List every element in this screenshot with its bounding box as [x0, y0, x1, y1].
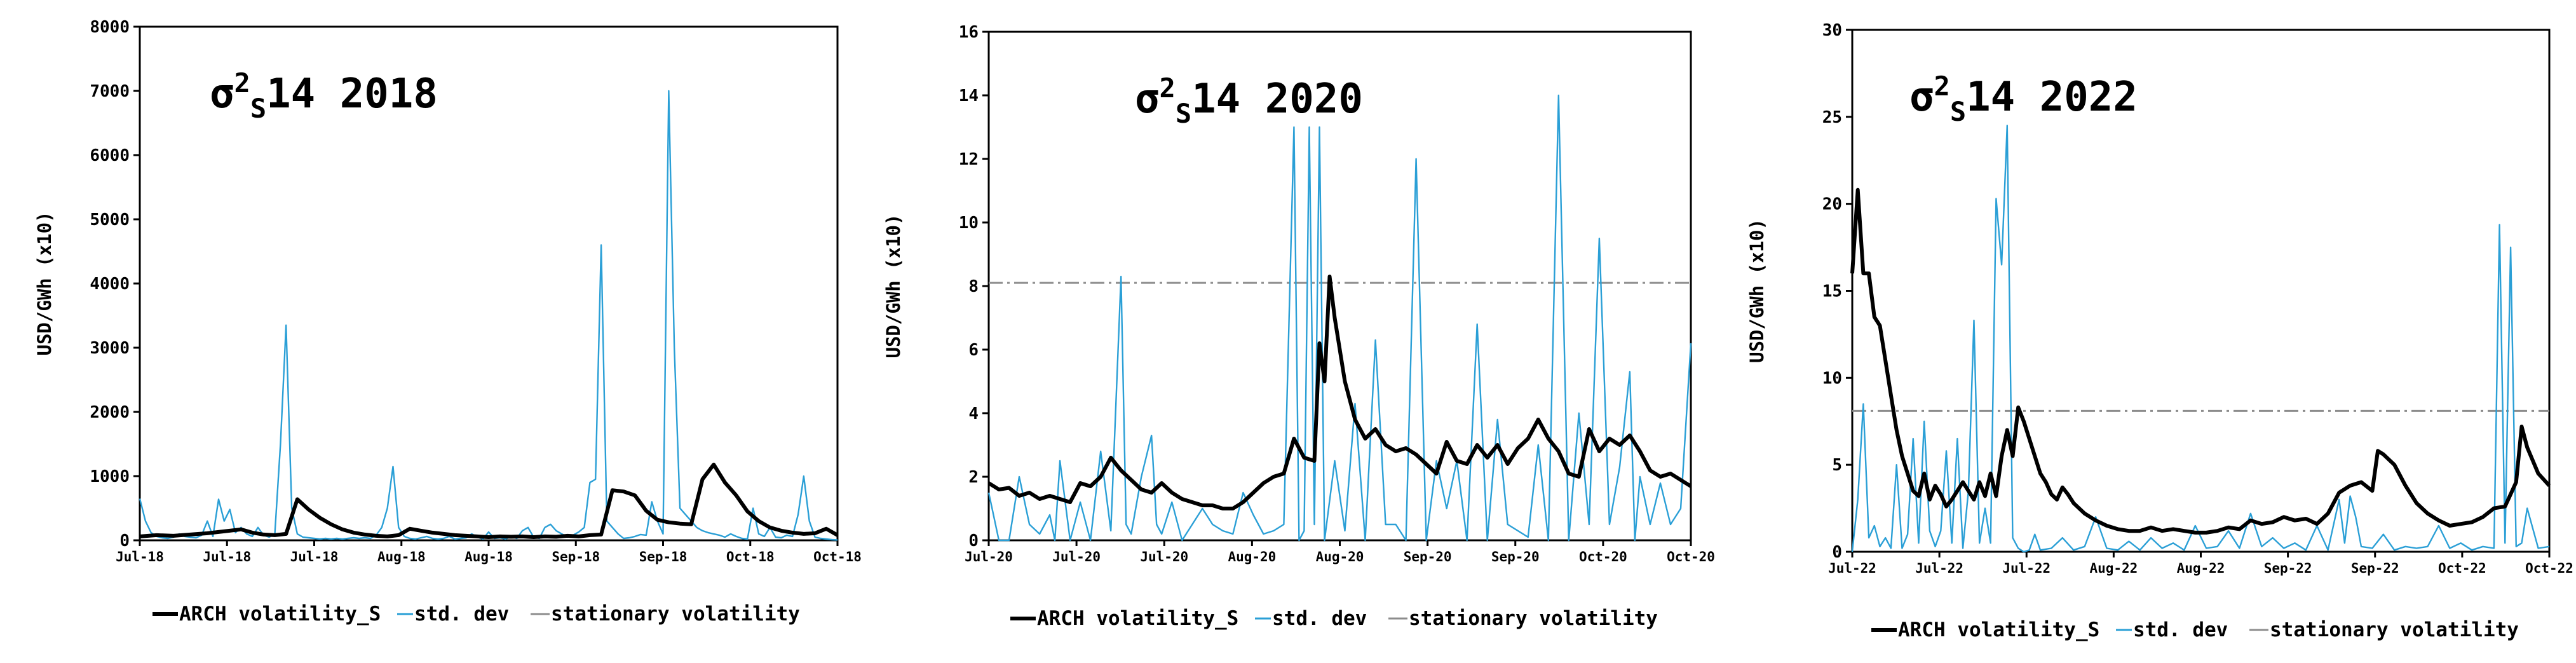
- x-tick-label: Sep-20: [1404, 549, 1452, 564]
- chart-title: σ2S14 2022: [1909, 71, 2138, 127]
- legend-label-arch: ARCH volatility_S: [1898, 619, 2099, 641]
- y-axis-label: USD/GWh (x10): [1746, 219, 1768, 363]
- x-tick-label: Oct-18: [813, 549, 862, 564]
- x-tick-label: Jul-22: [1828, 561, 1876, 576]
- plot-frame: [139, 25, 839, 542]
- legend: ARCH volatility_S std. dev stationary vola…: [1871, 619, 2519, 641]
- y-tick-label: 16: [959, 23, 979, 42]
- y-tick-label: 5000: [90, 210, 130, 229]
- y-tick-label: 5: [1832, 456, 1842, 475]
- y-tick-label: 12: [959, 150, 979, 169]
- y-tick-label: 15: [1822, 282, 1842, 301]
- y-tick-label: 2000: [90, 403, 130, 422]
- x-tick-label: Oct-18: [726, 549, 775, 564]
- title-subscript: S: [250, 93, 266, 124]
- y-tick-label: 0: [1832, 543, 1842, 562]
- x-tick-label: Jul-18: [290, 549, 339, 564]
- title-rest: 14 2018: [266, 71, 438, 118]
- y-tick-label: 10: [1822, 369, 1842, 388]
- x-tick-label: Sep-18: [552, 549, 600, 564]
- title-subscript: S: [1950, 96, 1966, 127]
- legend-label-stationary: stationary volatility: [551, 603, 800, 625]
- y-tick-label: 4000: [90, 275, 130, 294]
- y-tick-label: 20: [1822, 195, 1842, 214]
- x-tick-label: Oct-22: [2525, 561, 2573, 576]
- chart-panel-1: 0 1000 2000 3000 4000 5000 6000 7000 8000 Jul-18 J…: [34, 18, 862, 625]
- y-tick-label: 1000: [90, 467, 130, 486]
- title-subscript: S: [1176, 98, 1191, 129]
- y-tick-label: 7000: [90, 82, 130, 101]
- x-tick-label: Aug-18: [377, 549, 426, 564]
- legend-label-std: std. dev: [2133, 619, 2228, 641]
- x-tick-label: Sep-18: [639, 549, 688, 564]
- y-axis-label: USD/GWh (x10): [34, 212, 55, 356]
- chart-panel-2: 0 2 4 6 8 10 12 14 16 Jul-20 Jul-20 Jul-20 Aug-20 Aug…: [883, 23, 1715, 630]
- title-superscript: 2: [234, 67, 250, 99]
- x-tick-label: Jul-22: [1915, 561, 1963, 576]
- x-tick-label: Sep-20: [1491, 549, 1540, 564]
- y-tick-label: 2: [968, 468, 979, 487]
- y-tick-label: 8: [968, 277, 979, 296]
- title-superscript: 2: [1934, 71, 1950, 102]
- title-superscript: 2: [1160, 72, 1176, 104]
- y-tick-label: 0: [968, 531, 979, 550]
- x-tick-label: Oct-22: [2438, 561, 2486, 576]
- y-axis-label: USD/GWh (x10): [883, 214, 904, 359]
- title-sigma: σ: [1135, 76, 1160, 123]
- y-tick-label: 10: [959, 214, 979, 233]
- y-tick-label: 6: [968, 341, 979, 360]
- x-tick-label: Aug-22: [2177, 561, 2225, 576]
- x-tick-label: Oct-20: [1579, 549, 1627, 564]
- y-tick-label: 3000: [90, 339, 130, 358]
- title-sigma: σ: [1909, 74, 1934, 121]
- x-tick-label: Aug-20: [1228, 549, 1276, 564]
- x-tick-label: Jul-20: [965, 549, 1013, 564]
- x-tick-label: Jul-22: [2002, 561, 2051, 576]
- x-tick-label: Aug-20: [1316, 549, 1364, 564]
- y-tick-label: 8000: [90, 18, 130, 37]
- legend-label-arch: ARCH volatility_S: [1037, 607, 1238, 630]
- std-dev-line: [1851, 125, 2550, 553]
- x-tick-label: Jul-18: [116, 549, 164, 564]
- chart-panel-3: 0 5 10 15 20 25 30 Jul-22 Jul-22 Jul-22 Aug-22 Aug-…: [1746, 21, 2573, 641]
- x-tick-label: Jul-20: [1140, 549, 1188, 564]
- y-tick-label: 6000: [90, 146, 130, 165]
- x-tick-label: Sep-22: [2351, 561, 2399, 576]
- y-tick-label: 14: [959, 86, 979, 106]
- arch-volatility-line: [1850, 188, 2551, 535]
- title-sigma: σ: [210, 71, 234, 118]
- x-tick-label: Aug-22: [2089, 561, 2138, 576]
- legend-label-std: std. dev: [1272, 607, 1367, 630]
- std-dev-line: [139, 90, 838, 541]
- legend-label-arch: ARCH volatility_S: [179, 603, 381, 625]
- legend-label-std: std. dev: [414, 603, 509, 625]
- legend-label-stationary: stationary volatility: [1409, 607, 1658, 630]
- y-tick-label: 25: [1822, 108, 1842, 127]
- arch-volatility-line: [987, 275, 1692, 510]
- y-tick-label: 4: [968, 404, 979, 423]
- y-tick-label: 0: [119, 531, 130, 550]
- x-tick-label: Oct-20: [1667, 549, 1715, 564]
- x-tick-label: Aug-18: [464, 549, 513, 564]
- y-tick-label: 30: [1822, 21, 1842, 40]
- chart-title: σ2S14 2020: [1135, 72, 1363, 129]
- legend: ARCH volatility_S std. dev stationary vola…: [1010, 607, 1658, 630]
- std-dev-line: [987, 94, 1692, 542]
- x-tick-label: Jul-20: [1052, 549, 1101, 564]
- legend: ARCH volatility_S std. dev stationary vola…: [153, 603, 800, 625]
- x-tick-label: Sep-22: [2264, 561, 2312, 576]
- arch-volatility-line: [139, 462, 839, 539]
- legend-label-stationary: stationary volatility: [2270, 619, 2519, 641]
- title-rest: 14 2022: [1966, 74, 2138, 121]
- chart-title: σ2S14 2018: [210, 67, 438, 124]
- x-tick-label: Jul-18: [203, 549, 251, 564]
- title-rest: 14 2020: [1191, 76, 1363, 123]
